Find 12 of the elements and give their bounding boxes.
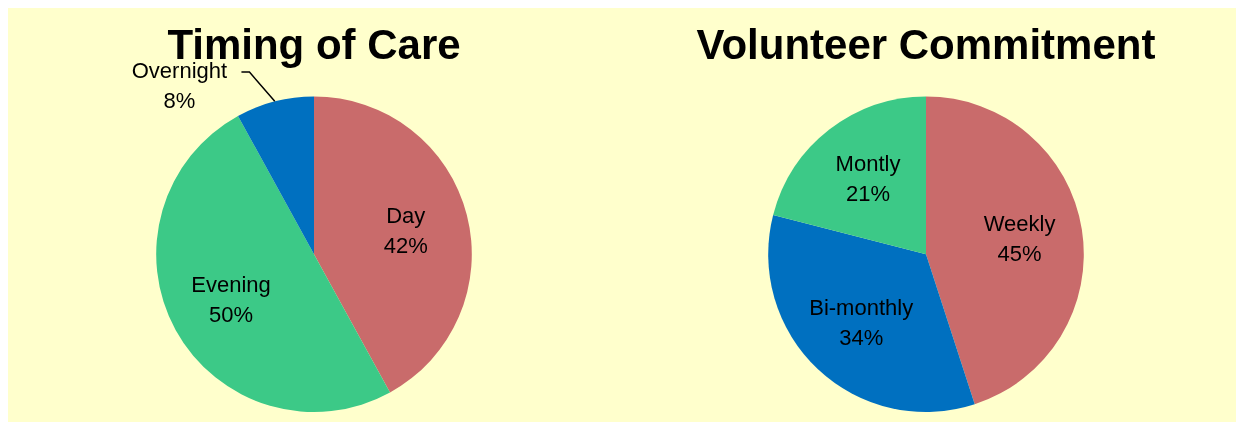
slice-label: Evening — [191, 271, 271, 297]
slice-label: Weekly — [983, 211, 1056, 237]
data-label: 8% — [163, 88, 196, 114]
chart-title: Volunteer Commitment — [696, 20, 1156, 68]
slice-label: Montly — [835, 151, 901, 177]
data-label: 34% — [839, 325, 884, 351]
data-label: 45% — [997, 241, 1042, 267]
slice-label: Day — [386, 202, 426, 228]
data-label: 50% — [209, 301, 254, 327]
data-label: 21% — [845, 181, 890, 207]
data-label: 42% — [383, 232, 428, 258]
slice-label: Bi-monthly — [809, 295, 914, 321]
